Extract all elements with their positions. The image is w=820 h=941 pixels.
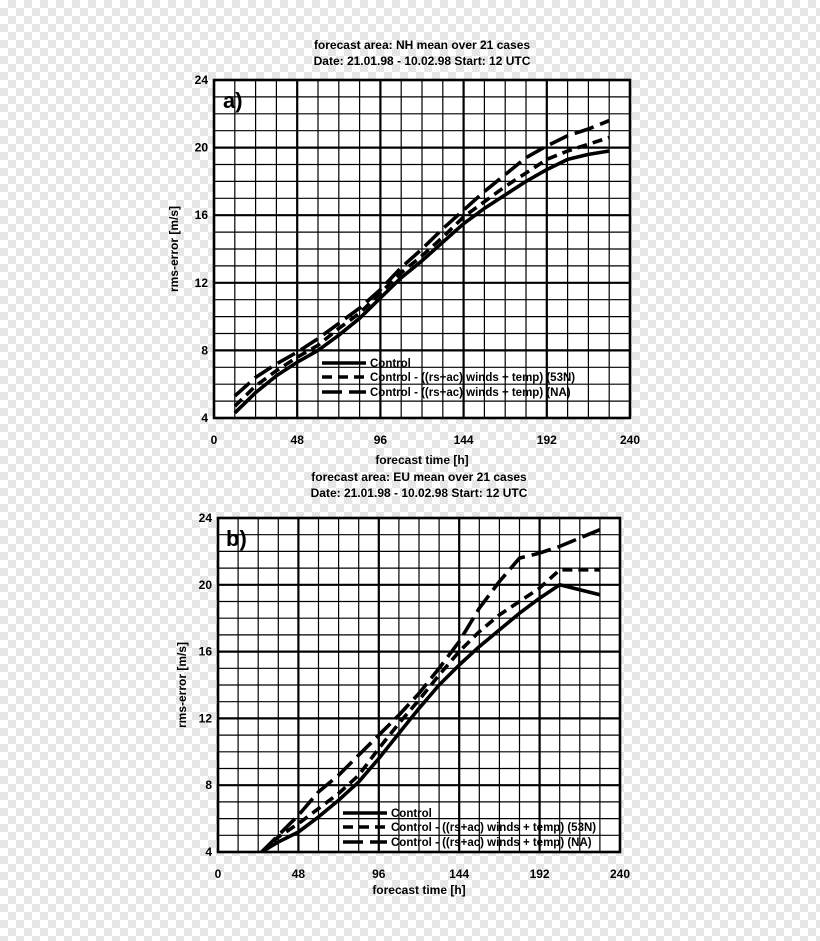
y-tick-label: 24 [199, 511, 213, 525]
grid [212, 78, 632, 420]
y-tick-label: 20 [195, 141, 209, 155]
x-tick-label: 48 [291, 433, 305, 447]
x-tick-label: 144 [454, 433, 474, 447]
legend-entry-label: Control - ((rs+ac) winds + temp) (NA) [370, 387, 571, 399]
y-tick-label: 12 [199, 711, 213, 725]
x-axis-label: forecast time [h] [372, 883, 465, 897]
legend: Control Control - ((rs+ac) winds + temp) … [322, 358, 575, 399]
legend-entry-label: Control [370, 358, 411, 370]
y-tick-label: 4 [201, 411, 208, 425]
y-tick-label: 16 [199, 645, 213, 659]
series-line-dashed [260, 567, 600, 852]
series-line-dashed [233, 135, 610, 408]
x-tick-label: 96 [374, 433, 388, 447]
series-line-solid [233, 149, 610, 415]
y-tick-label: 20 [199, 578, 213, 592]
legend-entry-label: Control - ((rs+ac) winds + temp) (NA) [391, 837, 592, 849]
x-tick-label: 192 [537, 433, 557, 447]
chart-panel-b: forecast area: EU mean over 21 cases Date… [175, 470, 630, 897]
x-tick-label: 192 [530, 867, 550, 881]
chart-panel-a: forecast area: NH mean over 21 cases Date… [167, 38, 640, 467]
panel-label: a) [223, 88, 243, 113]
x-axis-label: forecast time [h] [375, 453, 468, 467]
x-tick-label: 0 [211, 433, 218, 447]
chart-title-line-2: Date: 21.01.98 - 10.02.98 Start: 12 UTC [314, 54, 531, 68]
x-tick-label: 0 [215, 867, 222, 881]
grid [216, 516, 622, 854]
legend: Control Control - ((rs+ac) winds + temp) … [343, 808, 596, 849]
y-axis-label: rms-error [m/s] [167, 206, 181, 292]
x-tick-label: 240 [620, 433, 640, 447]
series-line-solid [260, 582, 601, 852]
panel-label: b) [226, 526, 247, 551]
chart-title-line-2: Date: 21.01.98 - 10.02.98 Start: 12 UTC [311, 486, 528, 500]
y-axis-label: rms-error [m/s] [175, 642, 189, 728]
x-tick-label: 48 [292, 867, 306, 881]
y-tick-label: 8 [201, 343, 208, 357]
series-line-longdash [260, 528, 601, 852]
legend-entry-label: Control - ((rs+ac) winds + temp) (53N) [391, 822, 596, 834]
chart-title-line-1: forecast area: EU mean over 21 cases [311, 470, 527, 484]
y-tick-label: 4 [205, 845, 212, 859]
y-tick-label: 12 [195, 276, 209, 290]
x-tick-label: 96 [372, 867, 386, 881]
plot-frame [216, 516, 622, 854]
legend-entry-label: Control [391, 808, 432, 820]
y-tick-label: 16 [195, 208, 209, 222]
y-tick-label: 24 [195, 73, 209, 87]
y-tick-label: 8 [205, 778, 212, 792]
legend-entry-label: Control - ((rs+ac) winds + temp) (53N) [370, 372, 575, 384]
chart-title-line-1: forecast area: NH mean over 21 cases [314, 38, 530, 52]
plot-frame [212, 78, 632, 420]
x-tick-label: 144 [449, 867, 469, 881]
x-tick-label: 240 [610, 867, 630, 881]
